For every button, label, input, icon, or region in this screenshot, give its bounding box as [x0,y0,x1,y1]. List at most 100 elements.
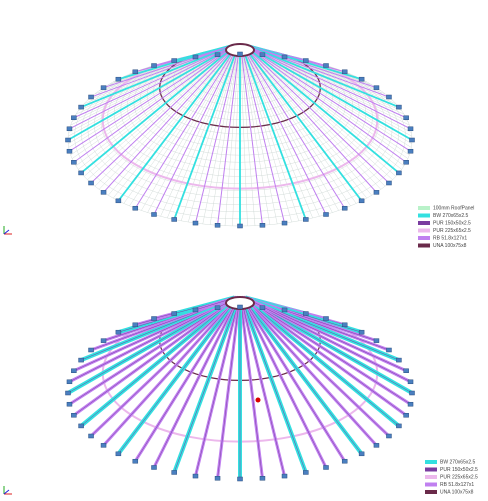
support [373,85,380,90]
support [409,390,415,396]
support [78,170,84,176]
selection-point [255,397,261,403]
support [192,220,199,226]
rafter-core [253,302,413,394]
rafter [252,46,400,108]
rafter [253,50,411,152]
mesh-line [253,49,412,133]
support [151,212,157,217]
mesh-line [98,53,229,190]
support [65,390,71,396]
support [396,357,402,363]
rafter [103,53,230,193]
support [171,470,177,475]
support [88,94,94,100]
legend-label: UNA 100x75x8 [433,243,467,249]
legend-swatch [418,213,430,218]
rafter-core [250,306,377,446]
support [281,473,288,479]
rafter-core [173,308,235,473]
support [281,220,288,226]
support [192,54,199,60]
support [151,63,157,68]
support [259,305,266,310]
rafter-core [67,302,227,394]
mesh-line [147,54,233,213]
support [171,217,177,222]
support [214,305,221,310]
rafter [117,53,231,202]
legend-label: RB 51.8x127x1 [440,482,474,488]
rafter [194,55,237,224]
rafter [69,48,227,130]
rafter-core [73,304,227,416]
support [71,115,77,120]
mesh-line [244,55,300,221]
legend-label: PUR 225x65x2.5 [433,228,471,234]
mesh-line [245,55,313,219]
rafter [134,54,232,209]
rafter [153,54,234,215]
legend-swatch [418,236,430,240]
support [386,347,392,353]
support [237,223,243,229]
support [115,76,122,82]
mesh-line [202,55,238,225]
mesh-line [252,52,397,177]
mesh-line [68,50,227,148]
support [259,223,266,228]
support [192,307,199,313]
rafter [80,51,228,174]
rafter [67,49,227,141]
mesh-line [251,53,386,187]
legend-label: PUR 150x50x2.5 [433,220,471,226]
rafter [253,48,411,130]
rafter [243,55,286,224]
support [341,205,348,211]
support [214,223,221,228]
support [65,137,71,143]
support [88,347,94,353]
support [358,198,365,204]
rafter [253,47,407,119]
support [386,94,392,100]
support [171,58,177,63]
rafter [253,49,413,141]
rafter-core [153,308,234,468]
mesh-line [247,54,333,213]
support [192,473,199,479]
support [237,304,243,310]
mesh-line [224,55,239,226]
mesh-line [253,48,410,126]
rafter [249,53,363,202]
mesh-line [244,55,292,223]
rafter-core [217,308,239,479]
dome [65,43,415,229]
rafter-core [253,301,407,371]
rafter-core [90,305,229,437]
support [303,470,309,475]
support [78,104,84,110]
legend-swatch [418,243,430,248]
support [323,212,329,217]
mesh-line [94,53,229,187]
mesh-line [113,53,230,199]
mesh-line [75,51,227,167]
rafter-core [251,305,390,437]
mesh-line [253,51,402,170]
support [403,368,409,373]
support [396,170,402,176]
support [281,54,288,60]
mesh-line [242,55,278,225]
support [66,126,73,132]
rafter-core [253,304,407,416]
legend-label: BW 270x65x2.5 [440,459,476,465]
mesh-line [78,51,227,170]
mesh-line [252,52,393,180]
legend-swatch [425,490,437,494]
axis-triad [3,226,12,235]
legend-label: BW 270x65x2.5 [433,213,469,219]
rafter-core [248,307,345,462]
